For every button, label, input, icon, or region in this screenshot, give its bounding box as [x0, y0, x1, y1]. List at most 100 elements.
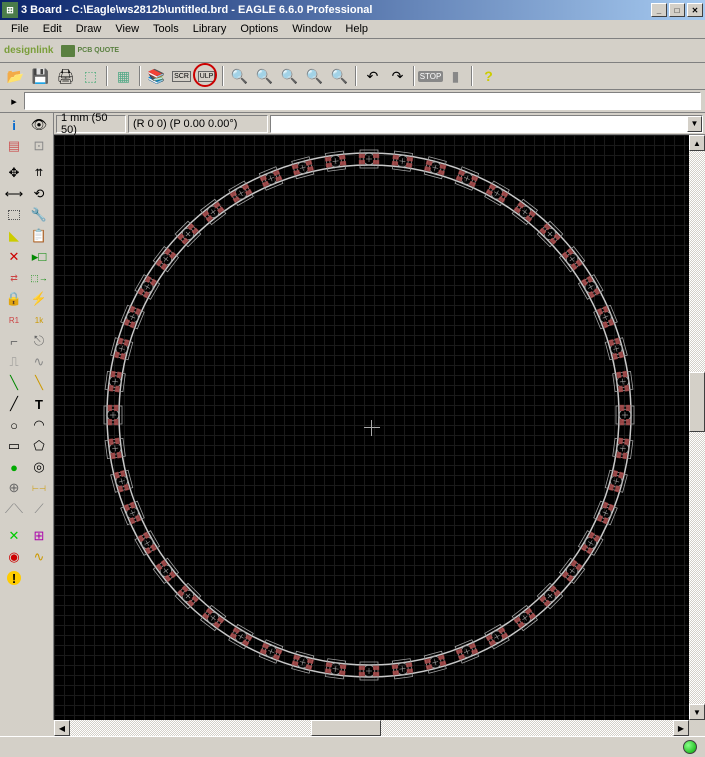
scroll-up-button[interactable]: ▲: [689, 135, 705, 151]
route-tool[interactable]: ⎍: [2, 352, 26, 372]
separator: [139, 66, 141, 86]
menu-window[interactable]: Window: [285, 21, 338, 37]
delete-tool[interactable]: ✕: [2, 247, 26, 267]
errors-tool[interactable]: ◉: [2, 547, 26, 567]
scroll-left-button[interactable]: ◀: [54, 720, 70, 736]
horizontal-scrollbar[interactable]: ◀ ▶: [54, 720, 689, 736]
move-tool[interactable]: ✥: [2, 163, 26, 183]
menu-draw[interactable]: Draw: [69, 21, 109, 37]
coords-display: (R 0 0) (P 0.00 0.00°): [128, 115, 268, 133]
wire-tool[interactable]: ╲: [2, 373, 26, 393]
add-tool[interactable]: ▸□: [27, 247, 51, 267]
paste-tool[interactable]: 📋: [27, 226, 51, 246]
info-tool[interactable]: i: [2, 115, 26, 135]
scroll-thumb[interactable]: [689, 372, 705, 432]
value-tool[interactable]: 1k: [27, 310, 51, 330]
vendor-bar: designlink PCB QUOTE: [0, 39, 705, 63]
window-title: 3 Board - C:\Eagle\ws2812b\untitled.brd …: [21, 4, 649, 16]
open-button[interactable]: 📂: [4, 65, 27, 87]
parameter-bar: 1 mm (50 50) (R 0 0) (P 0.00 0.00°) ▼: [54, 113, 705, 135]
erc-tool[interactable]: ✕: [2, 526, 26, 546]
layer-dropdown[interactable]: ▼: [270, 115, 703, 133]
change-tool[interactable]: 🔧: [27, 205, 51, 225]
polygon-tool[interactable]: ⬠: [27, 436, 51, 456]
rect-tool[interactable]: ▭: [2, 436, 26, 456]
miter-tool[interactable]: ⌐: [2, 331, 26, 351]
ripup-tool[interactable]: ∿: [27, 352, 51, 372]
attribute-tool[interactable]: ⊕: [2, 478, 26, 498]
menu-options[interactable]: Options: [233, 21, 285, 37]
drc-tool[interactable]: ⊞: [27, 526, 51, 546]
save-button[interactable]: 💾: [29, 65, 52, 87]
maximize-button[interactable]: □: [669, 3, 685, 17]
app-icon: ⊞: [2, 2, 18, 18]
zoom-select-button[interactable]: 🔍: [328, 65, 351, 87]
pinswap-tool[interactable]: ⇄: [2, 268, 26, 288]
main-toolbar: 📂 💾 🖨 ⬚ ▦ 📚 SCR ULP 🔍 🔍 🔍 🔍 🔍 ↶ ↷ STOP ▮…: [0, 63, 705, 90]
print-button[interactable]: 🖨: [54, 65, 77, 87]
scroll-right-button[interactable]: ▶: [673, 720, 689, 736]
status-led-icon: [683, 740, 697, 754]
name-tool[interactable]: R1: [2, 310, 26, 330]
smash-tool[interactable]: ⚡: [27, 289, 51, 309]
dimension-tool[interactable]: ⊢⊣: [27, 478, 51, 498]
menu-tools[interactable]: Tools: [146, 21, 186, 37]
menu-library[interactable]: Library: [186, 21, 234, 37]
separator: [471, 66, 473, 86]
layers-tool[interactable]: ▤: [2, 136, 26, 156]
circle-tool[interactable]: ○: [2, 415, 26, 435]
rotate-tool[interactable]: ⟲: [27, 184, 51, 204]
pcbquote-logo[interactable]: PCB QUOTE: [61, 45, 119, 57]
board-button[interactable]: ▦: [112, 65, 135, 87]
window-controls: _ □ ✕: [649, 3, 703, 17]
zoom-out-button[interactable]: 🔍: [278, 65, 301, 87]
meander-tool[interactable]: ∿: [27, 547, 51, 567]
hole-tool[interactable]: ◎: [27, 457, 51, 477]
separator: [222, 66, 224, 86]
cut-tool[interactable]: ◣: [2, 226, 26, 246]
menu-help[interactable]: Help: [338, 21, 375, 37]
go-button[interactable]: ▮: [444, 65, 467, 87]
mark-tool[interactable]: ⊡: [27, 136, 51, 156]
line-tool[interactable]: ╱: [2, 394, 26, 414]
ulp-button[interactable]: ULP: [195, 65, 218, 87]
group-tool[interactable]: [2, 205, 26, 225]
replace-tool[interactable]: ⬚→: [27, 268, 51, 288]
help-button[interactable]: ?: [477, 65, 500, 87]
redo-button[interactable]: ↷: [386, 65, 409, 87]
hscroll-container: ◀ ▶: [54, 720, 705, 736]
copy-tool[interactable]: ⇈: [27, 163, 51, 183]
grid-display[interactable]: 1 mm (50 50): [56, 115, 126, 133]
via-tool[interactable]: ●: [2, 457, 26, 477]
undo-button[interactable]: ↶: [361, 65, 384, 87]
close-button[interactable]: ✕: [687, 3, 703, 17]
scr-button[interactable]: SCR: [170, 65, 193, 87]
zoom-redraw-button[interactable]: 🔍: [303, 65, 326, 87]
vertical-scrollbar[interactable]: ▲ ▼: [689, 135, 705, 720]
pcb-canvas[interactable]: [54, 135, 689, 720]
menu-file[interactable]: File: [4, 21, 36, 37]
lock-tool[interactable]: 🔒: [2, 289, 26, 309]
menu-view[interactable]: View: [108, 21, 146, 37]
split-tool[interactable]: ⎋: [27, 331, 51, 351]
command-input[interactable]: [24, 92, 701, 110]
library-button[interactable]: 📚: [145, 65, 168, 87]
scroll-thumb[interactable]: [311, 720, 381, 736]
show-tool[interactable]: 👁: [27, 115, 51, 135]
arc-tool[interactable]: ◠: [27, 415, 51, 435]
zoom-fit-button[interactable]: 🔍: [228, 65, 251, 87]
stop-button[interactable]: STOP: [419, 65, 442, 87]
pcb-drawing: [54, 135, 689, 720]
signal-tool[interactable]: ╲: [27, 373, 51, 393]
zoom-in-button[interactable]: 🔍: [253, 65, 276, 87]
mirror-tool[interactable]: ⟷: [2, 184, 26, 204]
warn-tool[interactable]: !: [2, 568, 26, 588]
auto-tool[interactable]: ⟋: [27, 499, 51, 519]
cam-button[interactable]: ⬚: [79, 65, 102, 87]
menu-edit[interactable]: Edit: [36, 21, 69, 37]
text-tool[interactable]: T: [27, 394, 51, 414]
minimize-button[interactable]: _: [651, 3, 667, 17]
designlink-logo[interactable]: designlink: [4, 45, 53, 56]
scroll-down-button[interactable]: ▼: [689, 704, 705, 720]
ratsnest-tool[interactable]: ⟋⟍: [2, 499, 26, 519]
